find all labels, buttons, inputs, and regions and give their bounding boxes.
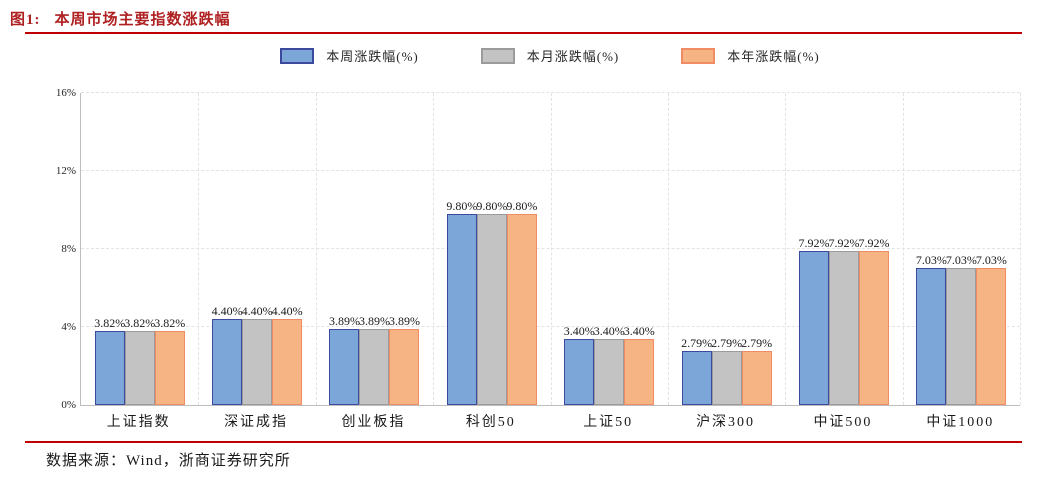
bar: 7.03% xyxy=(916,253,947,405)
y-tick-label: 0% xyxy=(61,399,76,411)
x-category-label: 上证指数 xyxy=(106,415,171,430)
bar: 9.80% xyxy=(476,199,507,405)
bar-value-label: 7.92% xyxy=(798,235,830,250)
v-gridline xyxy=(902,93,904,405)
bar: 7.03% xyxy=(976,253,1007,405)
x-category-label: 创业板指 xyxy=(341,415,406,430)
bar-value-label: 3.89% xyxy=(358,314,390,329)
bar-value-label: 3.89% xyxy=(388,314,420,329)
bar-group-上证50: 3.40% 3.40% 3.40% xyxy=(551,93,668,405)
bar: 9.80% xyxy=(506,199,537,405)
bar-value-label: 3.82% xyxy=(124,315,156,330)
y-tick-label: 8% xyxy=(61,243,76,255)
bar: 2.79% xyxy=(681,336,712,405)
bar: 9.80% xyxy=(446,199,477,405)
h-gridline xyxy=(81,92,1020,93)
bar-value-label: 7.03% xyxy=(945,252,977,267)
bar-value-label: 9.80% xyxy=(506,198,538,213)
bar-value-label: 2.79% xyxy=(741,335,773,350)
bar-group-深证成指: 4.40% 4.40% 4.40% xyxy=(198,93,315,405)
bar-value-label: 7.03% xyxy=(975,252,1007,267)
y-tick-label: 16% xyxy=(55,87,76,99)
bar-group-中证1000: 7.03% 7.03% 7.03% xyxy=(903,93,1020,405)
bar-value-label: 4.40% xyxy=(241,304,273,319)
x-category-label: 沪深300 xyxy=(696,415,756,430)
y-tick-label: 4% xyxy=(61,321,76,333)
bar: 2.79% xyxy=(741,336,772,405)
bar-value-label: 2.79% xyxy=(711,335,743,350)
bar: 3.89% xyxy=(359,314,390,405)
bar: 4.40% xyxy=(272,304,303,405)
v-gridline xyxy=(785,93,787,405)
x-category-label: 深证成指 xyxy=(224,415,289,430)
bar: 7.92% xyxy=(828,236,859,405)
bar-value-label: 7.03% xyxy=(915,252,947,267)
bar: 7.92% xyxy=(858,236,889,405)
legend-label: 本年涨跌幅(%) xyxy=(727,49,820,64)
bar-value-label: 3.82% xyxy=(94,315,126,330)
x-category-label: 科创50 xyxy=(465,415,516,430)
bar-value-label: 3.40% xyxy=(593,323,625,338)
bar: 2.79% xyxy=(711,336,742,405)
legend-label: 本周涨跌幅(%) xyxy=(326,49,419,64)
bar-value-label: 7.92% xyxy=(858,235,890,250)
legend-swatch-icon xyxy=(480,47,515,64)
bar-value-label: 3.40% xyxy=(623,323,655,338)
bar: 7.03% xyxy=(946,253,977,405)
legend-swatch-icon xyxy=(681,47,716,64)
bar: 3.89% xyxy=(389,314,420,405)
bar: 3.40% xyxy=(564,324,595,405)
bar: 3.40% xyxy=(594,324,625,405)
chart-legend: 本周涨跌幅(%) 本月涨跌幅(%) 本年涨跌幅(%) xyxy=(80,46,1020,65)
v-gridline xyxy=(433,93,435,405)
legend-swatch-icon xyxy=(280,47,315,64)
legend-item-2: 本年涨跌幅(%) xyxy=(681,46,820,65)
bar: 4.40% xyxy=(242,304,273,405)
legend-label: 本月涨跌幅(%) xyxy=(526,49,620,64)
bar-group-沪深300: 2.79% 2.79% 2.79% xyxy=(668,93,785,405)
plot-area: 3.82% 3.82% 3.82% 4.40% 4.40% 4.40% 3.89% 3.89%… xyxy=(80,92,1021,406)
x-category-label: 中证500 xyxy=(813,415,873,430)
bar: 3.89% xyxy=(329,314,360,405)
data-source-note: 数据来源：Wind，浙商证券研究所 xyxy=(46,453,291,469)
bar-group-创业板指: 3.89% 3.89% 3.89% xyxy=(316,93,433,405)
legend-item-0: 本周涨跌幅(%) xyxy=(280,46,419,65)
bar-value-label: 3.89% xyxy=(328,314,360,329)
legend-item-1: 本月涨跌幅(%) xyxy=(480,46,620,65)
bar-value-label: 4.40% xyxy=(211,304,243,319)
x-axis-labels: 上证指数 深证成指 创业板指 科创50 上证50 沪深300 中证500 中证1000 xyxy=(80,411,1019,431)
bar: 7.92% xyxy=(798,236,829,405)
bar-group-科创50: 9.80% 9.80% 9.80% xyxy=(433,93,550,405)
bar-value-label: 9.80% xyxy=(476,198,508,213)
figure-title: 图1: 本周市场主要指数涨跌幅 xyxy=(10,8,231,29)
x-category-label: 中证1000 xyxy=(926,415,995,430)
bar-value-label: 3.40% xyxy=(563,323,595,338)
bar-value-label: 2.79% xyxy=(681,335,713,350)
y-tick-label: 12% xyxy=(55,165,76,177)
v-gridline xyxy=(667,93,669,405)
bottom-divider-rule xyxy=(25,441,1022,443)
bar: 3.82% xyxy=(124,316,155,405)
v-gridline xyxy=(1020,93,1021,405)
bar-group-中证500: 7.92% 7.92% 7.92% xyxy=(785,93,902,405)
bar: 3.82% xyxy=(154,316,185,405)
bar-value-label: 4.40% xyxy=(271,304,303,319)
bar-value-label: 9.80% xyxy=(446,198,478,213)
x-category-label: 上证50 xyxy=(583,415,634,430)
bar-value-label: 3.82% xyxy=(154,315,186,330)
bar-value-label: 7.92% xyxy=(828,235,860,250)
v-gridline xyxy=(550,93,552,405)
v-gridline xyxy=(315,93,317,405)
v-gridline xyxy=(198,93,200,405)
figure-title-text: 本周市场主要指数涨跌幅 xyxy=(54,12,231,28)
bar-groups: 3.82% 3.82% 3.82% 4.40% 4.40% 4.40% 3.89% 3.89%… xyxy=(81,93,1020,405)
bar: 4.40% xyxy=(212,304,243,405)
figure-number-label: 图1: xyxy=(10,12,41,28)
bar: 3.40% xyxy=(624,324,655,405)
top-divider-rule xyxy=(25,32,1022,34)
bar-group-上证指数: 3.82% 3.82% 3.82% xyxy=(81,93,198,405)
bar: 3.82% xyxy=(94,316,125,405)
